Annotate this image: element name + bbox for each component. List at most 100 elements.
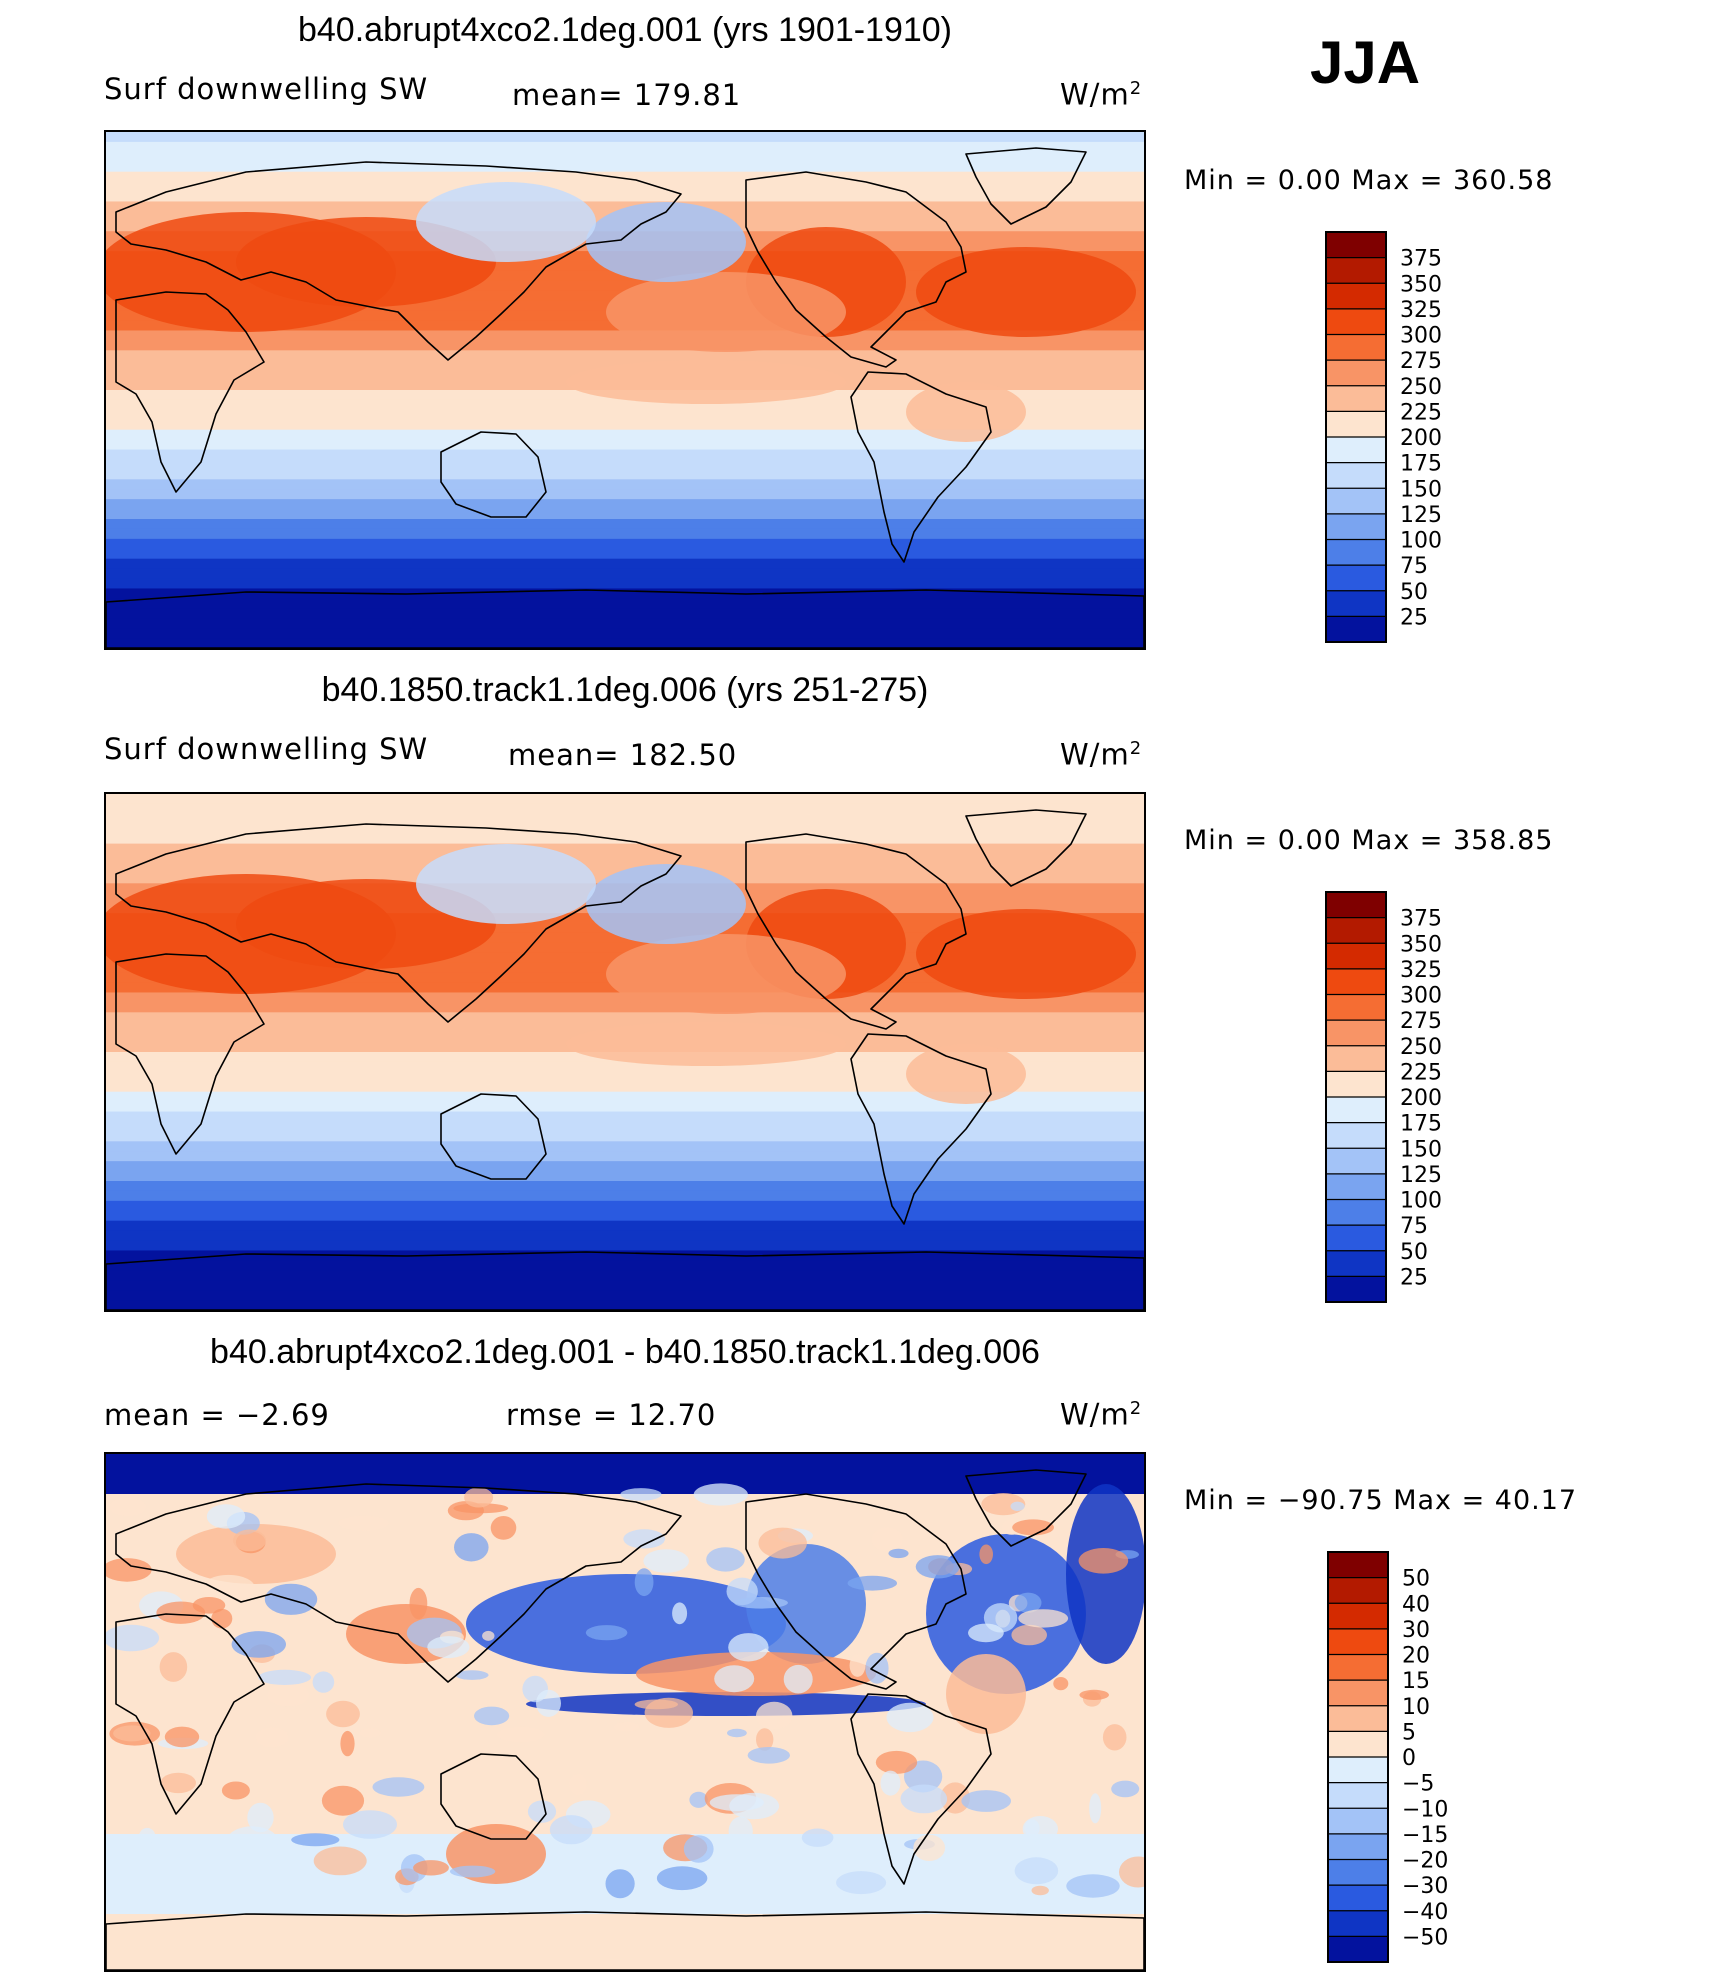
field-speckle [605,1869,635,1899]
field-speckle [527,1800,557,1823]
zonal-band [106,803,1144,815]
zonal-band [106,132,1144,143]
field-blob [606,272,846,352]
colorbar-swatch [1328,1910,1388,1937]
coastline [965,809,1087,887]
field-blob [416,844,596,924]
field-speckle [623,1529,666,1549]
field-speckle [409,1587,428,1620]
panel-3-colorbar: 50 40 30 20 15 10 5 0 −5 −10 −15 −20 −30 −40 −50 [1327,1551,1528,1964]
field-speckle [159,1652,188,1682]
field-speckle [1031,1885,1049,1896]
field-speckle [979,1544,993,1565]
colorbar-tick-label: 5 [1402,1720,1416,1745]
colorbar-tick-label: 375 [1400,247,1442,272]
coastline [440,1093,547,1180]
coastline [440,431,547,518]
field-speckle [201,1574,256,1602]
field-speckle [549,1815,593,1845]
zonal-band [106,1121,1144,1133]
field-blob [416,182,596,262]
zonal-band [106,813,1144,825]
field-speckle [313,1846,367,1876]
zonal-band [106,932,1144,944]
colorbar-tick-label: 125 [1400,503,1442,528]
field-speckle [756,1728,774,1751]
colorbar-tick-label: −5 [1402,1772,1434,1797]
zonal-band [106,992,1144,1004]
colorbar-tick-label: 250 [1400,1035,1442,1060]
field-speckle [482,1630,495,1641]
colorbar-swatch [1328,1885,1388,1912]
field-layer [106,794,1144,1310]
field-speckle [1010,1501,1025,1511]
zonal-band [106,201,1144,213]
field-speckle [961,1790,1011,1812]
colorbar-swatch [1326,539,1386,566]
coastline [850,1693,992,1885]
field-blob [746,1544,866,1664]
colorbar-swatch [1326,411,1386,438]
zonal-band [106,191,1144,203]
colorbar-tick-label: −15 [1402,1823,1448,1848]
zonal-band [106,1071,1144,1083]
field-blob [526,1692,926,1716]
panel-1-map-svg [106,132,1144,648]
colorbar-tick-label: 175 [1400,452,1442,477]
field-speckle [113,1725,151,1742]
colorbar-tick-label: −20 [1402,1849,1448,1874]
field-layer [106,132,1144,648]
colorbar-swatch [1328,1654,1388,1681]
field-speckle [413,1860,449,1876]
field-speckle [1119,1856,1144,1888]
zonal-band [106,578,1144,590]
field-speckle [620,1488,662,1501]
field-speckle [683,1835,714,1863]
field-speckle [1078,1548,1129,1574]
field-speckle [343,1810,397,1839]
panel-1-units-label: W/m2 [1060,77,1143,112]
field-speckle [1011,1624,1047,1646]
panel-2-map-svg [106,794,1144,1310]
colorbar-swatch [1326,943,1386,970]
colorbar-swatch [1328,1705,1388,1732]
field-speckle [734,1597,788,1609]
colorbar-swatch [1326,334,1386,361]
coastline [745,833,967,1030]
zonal-band [106,568,1144,580]
panel-2-colorbar-svg: 3753503253002752502252001751501251007550… [1325,891,1442,1303]
zonal-band [106,409,1144,421]
zonal-band [106,1290,1144,1302]
zonal-band [106,1091,1144,1103]
zonal-band [106,588,1144,600]
field-speckle [1066,1874,1120,1898]
colorbar-swatch [1326,1020,1386,1047]
zonal-band [106,833,1144,845]
panel-2-colorbar: 375 350 325 300 275 250 225 200 175 150 125 100 75 50… [1325,891,1526,1304]
zonal-band [106,459,1144,471]
colorbar-swatch [1326,385,1386,412]
zonal-band [106,1230,1144,1242]
colorbar-swatch [1326,283,1386,310]
zonal-band [106,399,1144,411]
zonal-band [106,330,1144,342]
colorbar-tick-label: 175 [1400,1112,1442,1137]
field-speckle [709,1794,764,1811]
panel-2-variable-label: Surf downwelling SW [104,732,429,766]
field-speckle [1014,1857,1059,1885]
field-speckle [783,1664,813,1694]
field-speckle [1014,1592,1042,1613]
colorbar-swatch [1326,488,1386,515]
zonal-band [106,141,1144,153]
field-speckle [728,1633,769,1662]
field-speckle [644,1697,693,1728]
zonal-band [106,618,1144,630]
colorbar-tick-label: 300 [1400,984,1442,1009]
field-speckle [258,1669,311,1685]
colorbar-tick-label: 25 [1400,605,1428,630]
coastline [115,1613,265,1815]
colorbar-tick-label: 150 [1400,1137,1442,1162]
field-speckle [689,1791,708,1808]
field-speckle [1012,1519,1054,1536]
